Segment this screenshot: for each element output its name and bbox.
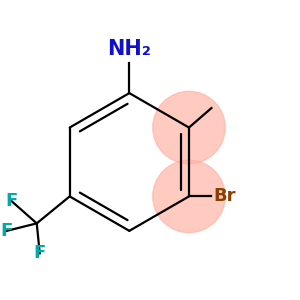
Text: F: F — [5, 192, 17, 210]
Ellipse shape — [153, 160, 225, 232]
Text: Br: Br — [213, 188, 236, 206]
Ellipse shape — [153, 91, 225, 164]
Text: NH₂: NH₂ — [107, 39, 151, 59]
Text: F: F — [1, 222, 13, 240]
Text: F: F — [34, 244, 46, 262]
